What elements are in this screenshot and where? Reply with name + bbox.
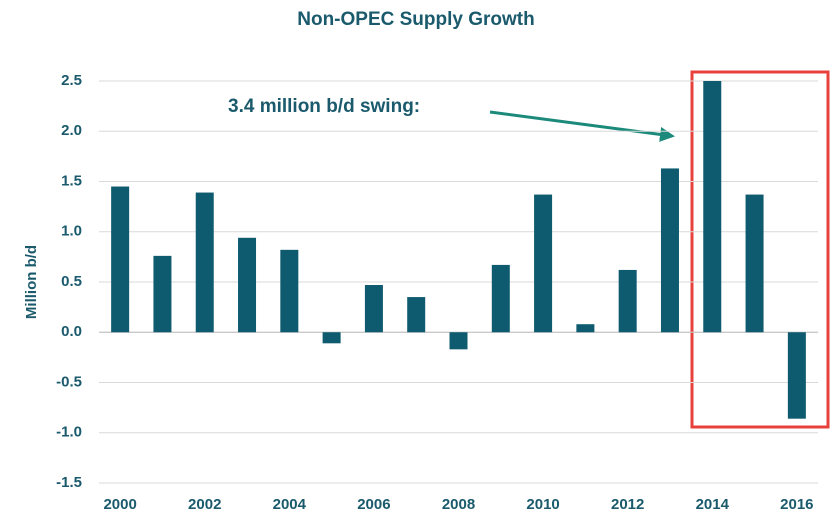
x-tick-label: 2006: [357, 496, 390, 513]
bar: [449, 332, 468, 350]
x-tick-label: 2016: [780, 496, 813, 513]
bar: [195, 192, 214, 333]
bar: [576, 324, 595, 333]
y-tick-label: 1.0: [61, 223, 82, 240]
bar: [534, 194, 553, 333]
bar: [111, 186, 130, 333]
x-tick-label: 2000: [103, 496, 136, 513]
bar: [660, 168, 679, 333]
y-tick-label: 2.0: [61, 122, 82, 139]
annotation-arrow: [489, 110, 675, 142]
bar: [703, 81, 722, 333]
x-tick-label: 2008: [442, 496, 475, 513]
y-tick-label: 0.5: [61, 273, 82, 290]
x-tick-label: 2010: [526, 496, 559, 513]
bar: [364, 285, 383, 333]
bar: [238, 237, 257, 333]
bar: [280, 249, 299, 333]
y-tick-label: -1.5: [56, 474, 82, 491]
y-tick-label: 2.5: [61, 72, 82, 89]
x-tick-label: 2014: [696, 496, 730, 513]
y-tick-label: 0.0: [61, 323, 82, 340]
bar: [153, 255, 172, 333]
y-tick-label: 1.5: [61, 172, 82, 189]
bar: [618, 269, 637, 333]
bar: [322, 332, 341, 344]
x-tick-label: 2002: [188, 496, 221, 513]
y-tick-label: -1.0: [56, 424, 82, 441]
chart-title: Non-OPEC Supply Growth: [297, 9, 535, 30]
y-axis-label: Million b/d: [23, 245, 40, 319]
bar: [491, 264, 510, 333]
x-tick-label: 2004: [273, 496, 307, 513]
bar: [745, 194, 764, 333]
highlight-box: [690, 70, 830, 429]
annotation: 3.4 million b/d swing:: [228, 96, 420, 117]
x-tick-label: 2012: [611, 496, 644, 513]
bar: [407, 297, 426, 333]
bar: [787, 332, 806, 419]
y-tick-label: -0.5: [56, 373, 82, 390]
